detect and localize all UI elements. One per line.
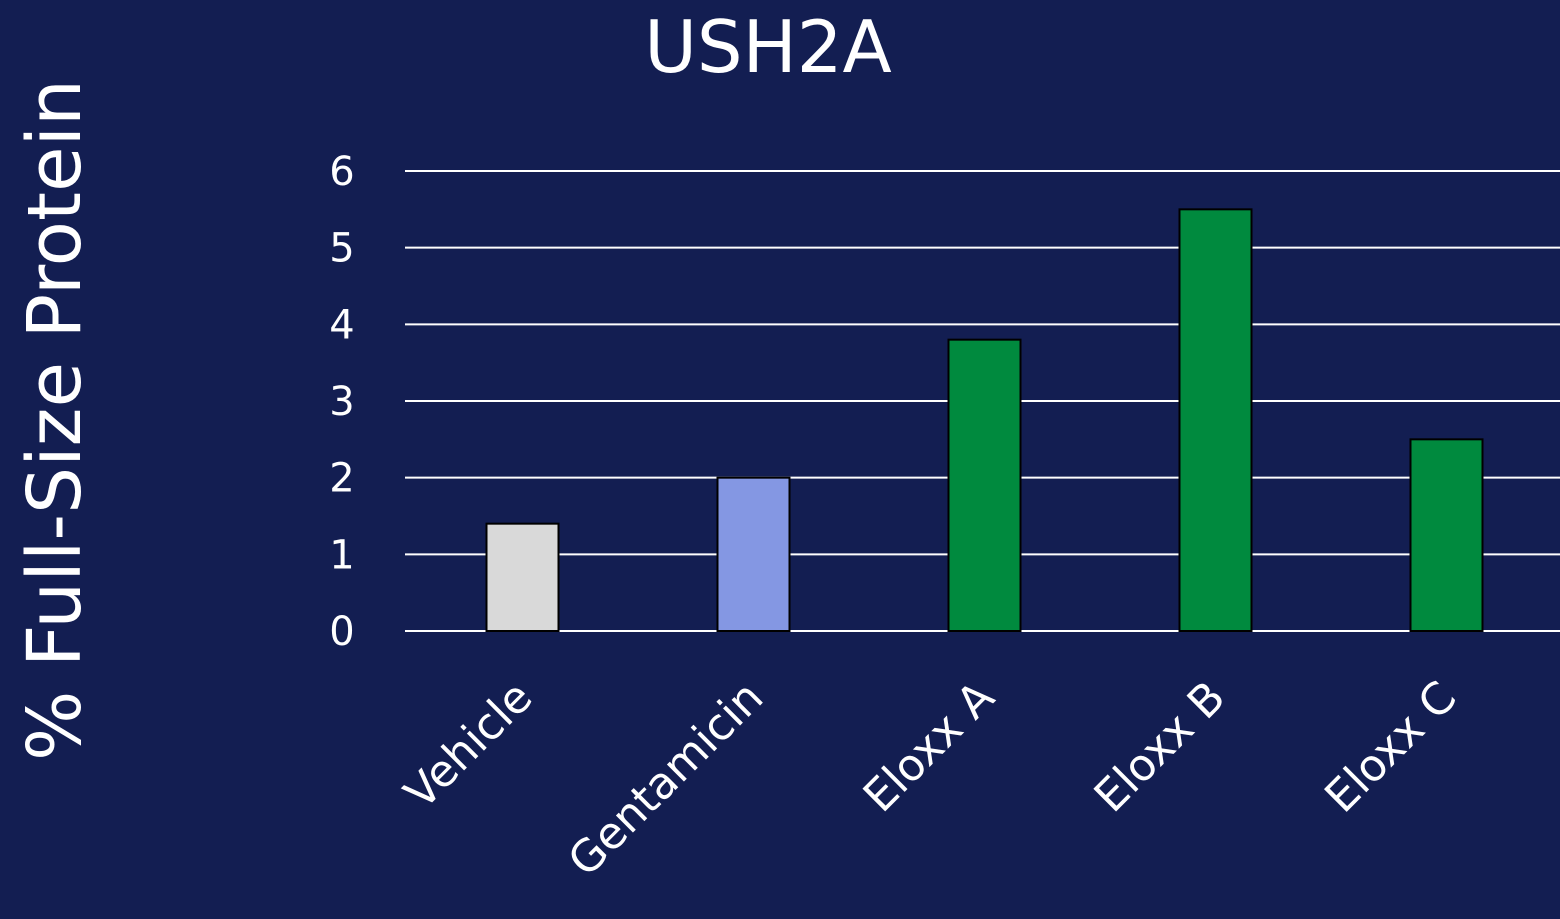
y-tick-label: 2: [329, 456, 354, 502]
y-tick-label: 0: [329, 609, 354, 655]
y-axis-label: % Full-Size Protein: [12, 79, 98, 761]
bar: [485, 522, 560, 633]
bar: [1409, 438, 1484, 633]
bar: [716, 476, 791, 632]
y-tick-label: 3: [329, 379, 354, 425]
bar: [1178, 208, 1253, 632]
y-tick-label: 1: [329, 532, 354, 578]
bar: [947, 338, 1022, 632]
y-tick-label: 5: [329, 226, 354, 272]
y-tick-label: 6: [329, 149, 354, 195]
y-tick-label: 4: [329, 302, 354, 348]
chart-title: USH2A: [644, 5, 892, 89]
